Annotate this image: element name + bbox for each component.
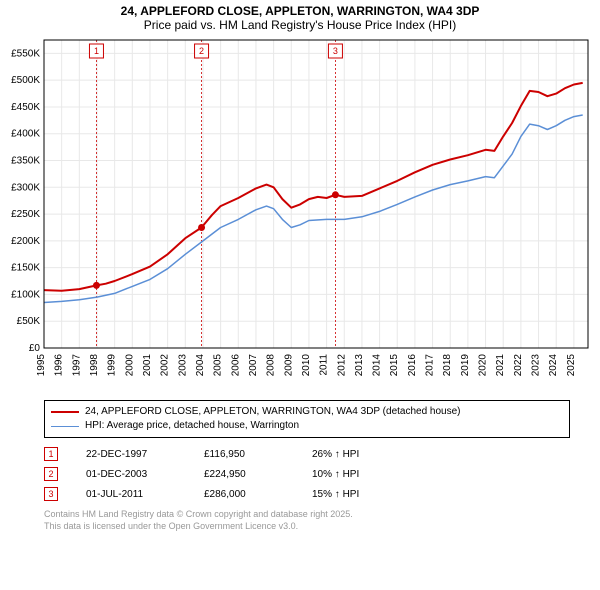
- sale-marker-icon: 2: [44, 467, 58, 481]
- svg-text:£550K: £550K: [11, 48, 40, 59]
- svg-text:1: 1: [94, 46, 99, 56]
- svg-text:2013: 2013: [354, 354, 365, 377]
- sale-marker-icon: 1: [44, 447, 58, 461]
- footer-attribution: Contains HM Land Registry data © Crown c…: [44, 508, 570, 532]
- svg-text:2000: 2000: [124, 354, 135, 377]
- sale-date: 01-DEC-2003: [86, 469, 176, 480]
- sale-relative-hpi: 10% ↑ HPI: [312, 469, 359, 480]
- legend: 24, APPLEFORD CLOSE, APPLETON, WARRINGTO…: [44, 400, 570, 438]
- chart-area: 1 2 3 £0 £50K £100K £150K £200K £250K £300K £350K £…: [0, 34, 600, 394]
- sales-table: 1 22-DEC-1997 £116,950 26% ↑ HPI 2 01-DE…: [44, 444, 570, 504]
- footer-line-1: Contains HM Land Registry data © Crown c…: [44, 508, 570, 520]
- svg-text:2022: 2022: [513, 354, 524, 377]
- svg-text:2008: 2008: [266, 354, 277, 377]
- sale-marker-icon: 3: [44, 487, 58, 501]
- svg-text:2004: 2004: [195, 354, 206, 377]
- svg-text:2024: 2024: [548, 354, 559, 377]
- title-line-1: 24, APPLEFORD CLOSE, APPLETON, WARRINGTO…: [8, 4, 592, 18]
- svg-text:£500K: £500K: [11, 75, 40, 86]
- legend-label: 24, APPLEFORD CLOSE, APPLETON, WARRINGTO…: [85, 405, 461, 419]
- chart-title: 24, APPLEFORD CLOSE, APPLETON, WARRINGTO…: [0, 0, 600, 34]
- svg-text:2001: 2001: [142, 354, 153, 377]
- svg-text:3: 3: [333, 46, 338, 56]
- svg-text:2012: 2012: [336, 354, 347, 377]
- svg-text:£450K: £450K: [11, 102, 40, 113]
- svg-text:2021: 2021: [495, 354, 506, 377]
- sale-row: 3 01-JUL-2011 £286,000 15% ↑ HPI: [44, 484, 570, 504]
- sale-relative-hpi: 26% ↑ HPI: [312, 449, 359, 460]
- legend-label: HPI: Average price, detached house, Warr…: [85, 419, 299, 433]
- legend-item-price-paid: 24, APPLEFORD CLOSE, APPLETON, WARRINGTO…: [51, 405, 563, 419]
- sale-row: 1 22-DEC-1997 £116,950 26% ↑ HPI: [44, 444, 570, 464]
- svg-text:2025: 2025: [566, 354, 577, 377]
- svg-text:2002: 2002: [160, 354, 171, 377]
- sale-row: 2 01-DEC-2003 £224,950 10% ↑ HPI: [44, 464, 570, 484]
- svg-text:£300K: £300K: [11, 182, 40, 193]
- legend-item-hpi: HPI: Average price, detached house, Warr…: [51, 419, 563, 433]
- sale-price: £224,950: [204, 469, 284, 480]
- svg-text:1999: 1999: [107, 354, 118, 377]
- svg-text:2023: 2023: [531, 354, 542, 377]
- svg-text:2: 2: [199, 46, 204, 56]
- sale-date: 22-DEC-1997: [86, 449, 176, 460]
- svg-text:2016: 2016: [407, 354, 418, 377]
- svg-text:2019: 2019: [460, 354, 471, 377]
- svg-text:2010: 2010: [301, 354, 312, 377]
- sale-relative-hpi: 15% ↑ HPI: [312, 489, 359, 500]
- svg-text:1996: 1996: [54, 354, 65, 377]
- legend-swatch-hpi: [51, 426, 79, 427]
- svg-text:£350K: £350K: [11, 156, 40, 167]
- sale-price: £116,950: [204, 449, 284, 460]
- svg-text:2009: 2009: [283, 354, 294, 377]
- svg-text:1998: 1998: [89, 354, 100, 377]
- svg-text:£100K: £100K: [11, 289, 40, 300]
- svg-text:2015: 2015: [389, 354, 400, 377]
- svg-text:2011: 2011: [319, 354, 330, 376]
- line-chart-svg: 1 2 3 £0 £50K £100K £150K £200K £250K £300K £350K £…: [0, 34, 600, 394]
- svg-text:2006: 2006: [230, 354, 241, 377]
- svg-text:£50K: £50K: [17, 316, 41, 327]
- svg-text:2020: 2020: [478, 354, 489, 377]
- svg-text:2017: 2017: [425, 354, 436, 377]
- svg-text:£0: £0: [29, 343, 41, 354]
- svg-text:2014: 2014: [372, 354, 383, 377]
- title-line-2: Price paid vs. HM Land Registry's House …: [8, 18, 592, 32]
- svg-text:2005: 2005: [213, 354, 224, 377]
- svg-text:2003: 2003: [177, 354, 188, 377]
- sale-price: £286,000: [204, 489, 284, 500]
- svg-text:1995: 1995: [36, 354, 47, 377]
- sale-date: 01-JUL-2011: [86, 489, 176, 500]
- footer-line-2: This data is licensed under the Open Gov…: [44, 520, 570, 532]
- svg-text:2007: 2007: [248, 354, 259, 377]
- svg-text:2018: 2018: [442, 354, 453, 377]
- svg-text:£150K: £150K: [11, 263, 40, 274]
- svg-text:£200K: £200K: [11, 236, 40, 247]
- svg-text:£250K: £250K: [11, 209, 40, 220]
- legend-swatch-price-paid: [51, 411, 79, 413]
- svg-text:£400K: £400K: [11, 129, 40, 140]
- svg-text:1997: 1997: [71, 354, 82, 377]
